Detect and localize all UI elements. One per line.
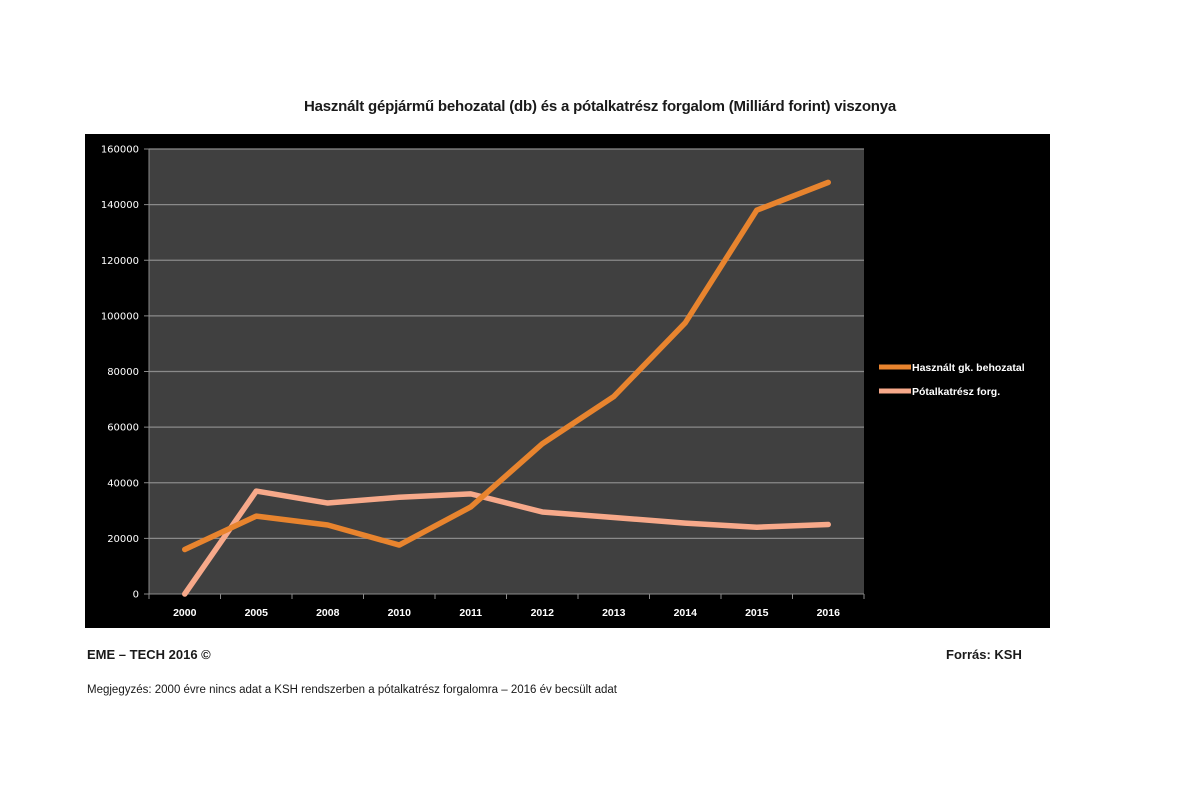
- x-axis-ticks: 2000 2005 2008 2010 2011 2012 2013 2014 2015 2016: [148, 593, 865, 619]
- y-tick-label: 40000: [107, 478, 139, 489]
- x-tick-label: 2014: [674, 607, 698, 619]
- x-tick-label: 2015: [745, 607, 769, 619]
- y-tick-label: 20000: [107, 534, 139, 545]
- y-axis-ticks: 0 20000 40000 60000 80000 100000 120000 140000 1…: [101, 145, 150, 601]
- y-tick-label: 60000: [107, 423, 139, 434]
- series-line-potalkatresz-forg: [182, 488, 831, 597]
- chart-frame: 0 20000 40000 60000 80000 100000 120000 140000 1…: [85, 134, 1050, 628]
- source-text: Forrás: KSH: [946, 647, 1022, 662]
- x-tick-label: 2011: [459, 607, 482, 619]
- series-lines: [182, 179, 831, 597]
- copyright-text: EME – TECH 2016 ©: [87, 647, 211, 662]
- y-tick-label: 100000: [101, 311, 139, 322]
- y-tick-label: 160000: [101, 145, 139, 156]
- x-tick-label: 2000: [173, 607, 197, 619]
- x-tick-label: 2008: [316, 607, 340, 619]
- footnote: Megjegyzés: 2000 évre nincs adat a KSH r…: [87, 684, 617, 696]
- y-tick-label: 0: [133, 590, 139, 601]
- legend-label: Pótalkatrész forg.: [912, 386, 1000, 398]
- x-tick-label: 2010: [388, 607, 412, 619]
- series-line-hasznalt-gk-behozatal: [182, 179, 831, 553]
- x-tick-label: 2005: [245, 607, 269, 619]
- legend-label: Használt gk. behozatal: [912, 362, 1025, 374]
- line-chart: 0 20000 40000 60000 80000 100000 120000 140000 1…: [101, 145, 1025, 620]
- chart-title: Használt gépjármű behozatal (db) és a pó…: [303, 98, 897, 115]
- gridlines: [149, 148, 864, 539]
- x-tick-label: 2013: [602, 607, 626, 619]
- x-tick-label: 2016: [817, 607, 841, 619]
- y-tick-label: 120000: [101, 256, 139, 267]
- legend: Használt gk. behozatal Pótalkatrész forg.: [879, 362, 1025, 398]
- y-tick-label: 140000: [101, 200, 139, 211]
- x-tick-label: 2012: [531, 607, 555, 619]
- y-tick-label: 80000: [107, 367, 139, 378]
